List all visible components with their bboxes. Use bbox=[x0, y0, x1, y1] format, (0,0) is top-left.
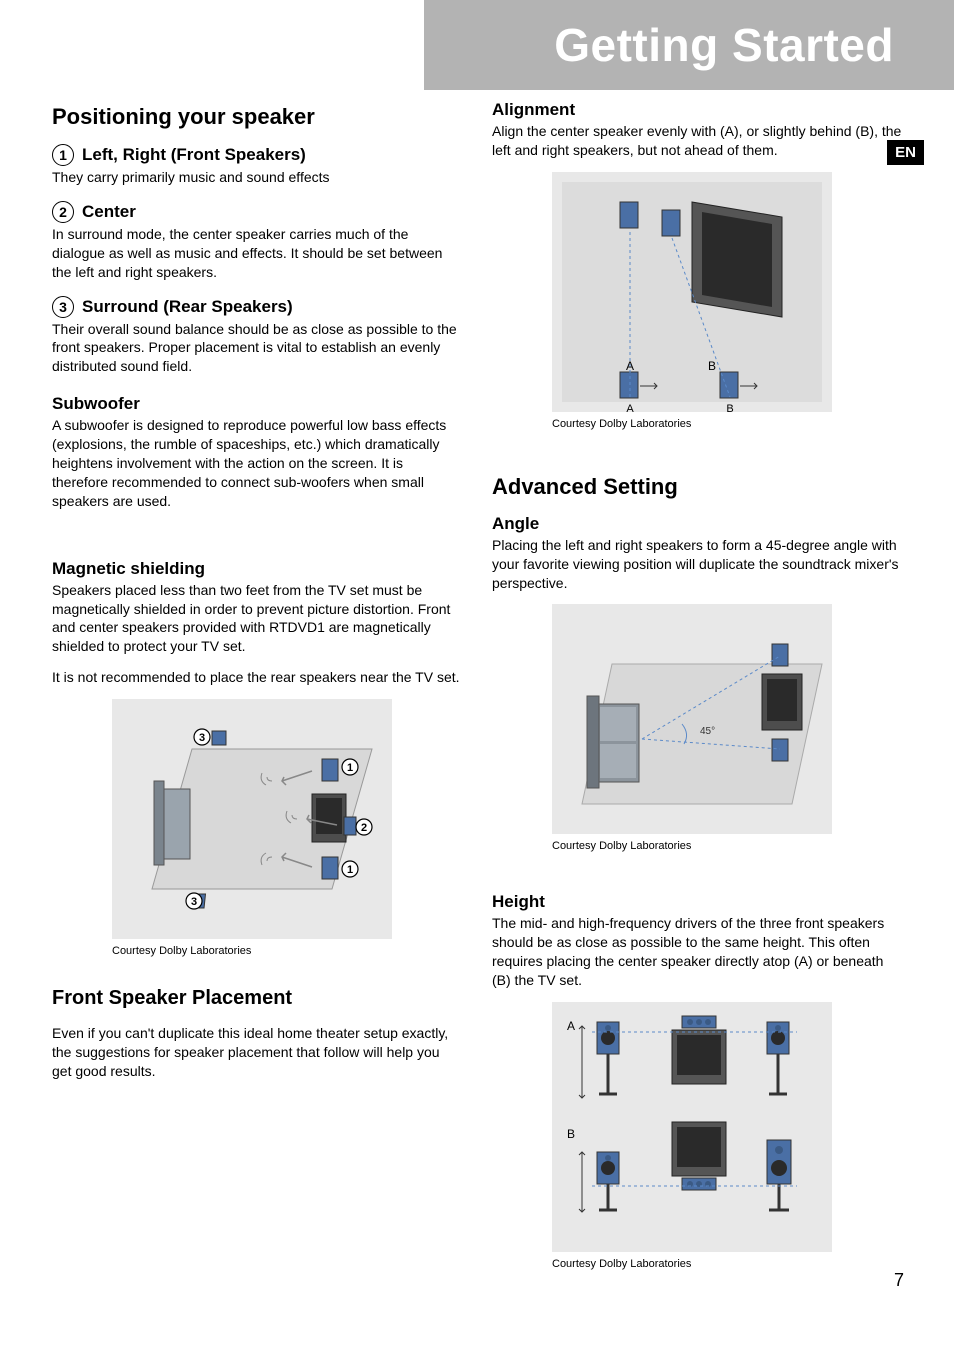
right-column: Alignment Align the center speaker evenl… bbox=[492, 100, 902, 1276]
positioning-heading: Positioning your speaker bbox=[52, 104, 462, 130]
diagram4-caption: Courtesy Dolby Laboratories bbox=[552, 1258, 902, 1270]
diagram1-caption: Courtesy Dolby Laboratories bbox=[112, 945, 462, 957]
alignment-text: Align the center speaker evenly with (A)… bbox=[492, 122, 902, 160]
item2-text: In surround mode, the center speaker car… bbox=[52, 225, 462, 282]
angle-heading: Angle bbox=[492, 514, 902, 534]
front-placement-heading: Front Speaker Placement bbox=[52, 987, 462, 1010]
label-1a: 1 bbox=[347, 762, 353, 774]
page-number: 7 bbox=[894, 1270, 904, 1291]
item3-heading: 3 Surround (Rear Speakers) bbox=[52, 296, 462, 318]
item3-title: Surround (Rear Speakers) bbox=[82, 297, 293, 317]
height-label-a: A bbox=[567, 1019, 575, 1033]
magnetic-text1: Speakers placed less than two feet from … bbox=[52, 581, 462, 657]
advanced-heading: Advanced Setting bbox=[492, 474, 902, 500]
label-B: B bbox=[726, 403, 733, 412]
alignment-heading: Alignment bbox=[492, 100, 902, 120]
diagram2-caption: Courtesy Dolby Laboratories bbox=[552, 418, 902, 430]
height-label-b: B bbox=[567, 1127, 575, 1141]
left-column: Positioning your speaker 1 Left, Right (… bbox=[52, 100, 462, 1276]
circled-1-icon: 1 bbox=[52, 144, 74, 166]
height-diagram: A bbox=[552, 1002, 832, 1252]
label-1b: 1 bbox=[347, 864, 353, 876]
magnetic-heading: Magnetic shielding bbox=[52, 559, 462, 579]
item2-title: Center bbox=[82, 202, 136, 222]
label-2: 2 bbox=[361, 822, 367, 834]
label-3b: 3 bbox=[191, 896, 197, 908]
item2-heading: 2 Center bbox=[52, 201, 462, 223]
page-content: Positioning your speaker 1 Left, Right (… bbox=[52, 100, 902, 1276]
circled-2-icon: 2 bbox=[52, 201, 74, 223]
front-placement-text: Even if you can't duplicate this ideal h… bbox=[52, 1024, 462, 1081]
subwoofer-text: A subwoofer is designed to reproduce pow… bbox=[52, 416, 462, 510]
page-main-title: Getting Started bbox=[554, 18, 894, 72]
header-banner: Getting Started bbox=[424, 0, 954, 90]
svg-text:A: A bbox=[626, 359, 634, 373]
svg-text:B: B bbox=[708, 359, 716, 373]
circled-3-icon: 3 bbox=[52, 296, 74, 318]
height-heading: Height bbox=[492, 892, 902, 912]
diagram3-caption: Courtesy Dolby Laboratories bbox=[552, 840, 902, 852]
item1-text: They carry primarily music and sound eff… bbox=[52, 168, 462, 187]
item3-text: Their overall sound balance should be as… bbox=[52, 320, 462, 377]
height-text: The mid- and high-frequency drivers of t… bbox=[492, 914, 902, 990]
subwoofer-heading: Subwoofer bbox=[52, 394, 462, 414]
item1-title: Left, Right (Front Speakers) bbox=[82, 145, 306, 165]
angle-label: 45° bbox=[700, 726, 715, 737]
angle-text: Placing the left and right speakers to f… bbox=[492, 536, 902, 593]
item1-heading: 1 Left, Right (Front Speakers) bbox=[52, 144, 462, 166]
label-3a: 3 bbox=[199, 732, 205, 744]
room-layout-diagram: 1 1 2 3 3 bbox=[112, 699, 392, 939]
alignment-diagram: A B A B bbox=[552, 172, 832, 412]
label-A: A bbox=[626, 403, 634, 412]
magnetic-text2: It is not recommended to place the rear … bbox=[52, 668, 462, 687]
angle-diagram: 45° bbox=[552, 604, 832, 834]
